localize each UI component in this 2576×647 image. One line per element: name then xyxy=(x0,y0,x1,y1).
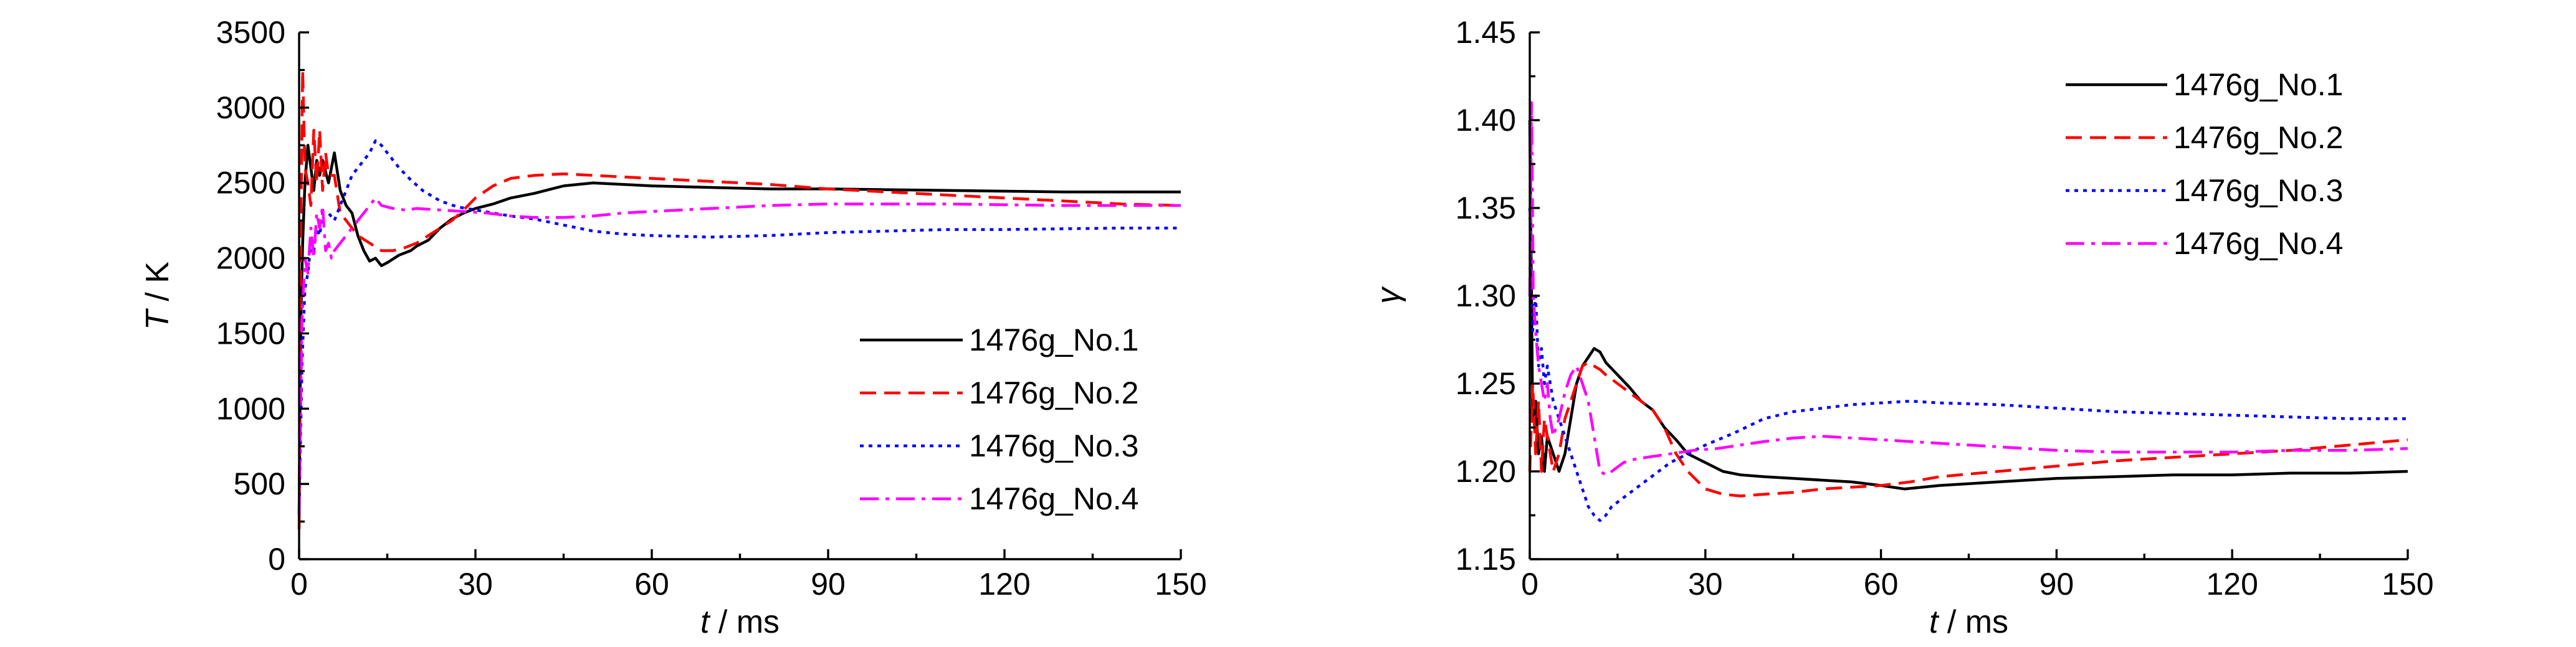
chart-2-x-tick-label: 30 xyxy=(1688,567,1723,602)
chart-2-x-tick-label: 150 xyxy=(2382,567,2433,602)
chart-2-y-tick-label: 1.35 xyxy=(1456,191,1516,225)
chart-1-x-tick-label: 150 xyxy=(1155,567,1206,602)
chart-1-y-axis-unit: / K xyxy=(140,262,176,310)
chart-2-y-tick-label: 1.20 xyxy=(1456,454,1516,489)
chart-2-y-tick-label: 1.25 xyxy=(1456,366,1516,401)
chart-2-legend-label-3: 1476g_No.3 xyxy=(2173,173,2343,208)
chart-1-legend-label-3: 1476g_No.3 xyxy=(969,428,1138,463)
chart-1-x-tick-label: 30 xyxy=(458,567,493,602)
chart-1-x-axis-unit: / ms xyxy=(709,604,780,640)
chart-2-y-tick-label: 1.30 xyxy=(1456,278,1516,313)
chart-2-y-tick-label: 1.15 xyxy=(1456,542,1516,577)
chart-1-legend-label-4: 1476g_No.4 xyxy=(969,481,1138,516)
chart-2-legend-label-1: 1476g_No.1 xyxy=(2173,67,2343,102)
chart-2-x-tick-label: 60 xyxy=(1864,567,1899,602)
chart-1-x-tick-label: 60 xyxy=(634,567,669,602)
chart-2-legend-label-2: 1476g_No.2 xyxy=(2173,120,2343,155)
chart-1-y-tick-label: 3000 xyxy=(216,90,285,125)
chart-2-y-tick-label: 1.40 xyxy=(1456,103,1516,138)
chart-2-series-2-line xyxy=(1528,361,2408,498)
chart-1-x-tick-label: 120 xyxy=(978,567,1030,602)
chart-1-y-tick-label: 500 xyxy=(234,466,285,501)
chart-1-legend-label-2: 1476g_No.2 xyxy=(969,375,1138,410)
chart-2-legend-label-4: 1476g_No.4 xyxy=(2173,226,2343,261)
chart-1-y-tick-label: 3500 xyxy=(216,15,285,50)
chart-1-y-tick-label: 2000 xyxy=(216,241,285,276)
chart-2-x-tick-label: 0 xyxy=(1521,567,1538,602)
chart-2-x-axis-unit: / ms xyxy=(1938,604,2008,640)
chart-2-y-axis-label: γ xyxy=(1370,286,1406,304)
chart-1-y-axis-variable: T xyxy=(140,308,176,330)
chart-1-y-tick-label: 0 xyxy=(268,542,285,577)
chart-2-y-tick-label: 1.45 xyxy=(1456,15,1516,50)
chart-2-x-tick-label: 120 xyxy=(2206,567,2258,602)
chart-2-x-axis-label: t / ms xyxy=(1929,604,2008,640)
chart-1-y-axis-label: T / K xyxy=(140,262,176,330)
chart-2-series-3-line xyxy=(1528,207,2408,522)
chart-2-x-tick-label: 90 xyxy=(2039,567,2074,602)
chart-1-x-tick-label: 90 xyxy=(811,567,846,602)
chart-2-x-axis-variable: t xyxy=(1929,604,1940,640)
chart-1-series-2-line xyxy=(297,68,1181,529)
chart-1-y-tick-label: 2500 xyxy=(216,166,285,201)
chart-1-series-4-line xyxy=(297,196,1181,514)
chart-1-y-tick-label: 1500 xyxy=(216,316,285,351)
chart-2-series-4-line xyxy=(1528,101,2408,476)
chart-1-x-tick-label: 0 xyxy=(290,567,308,602)
chart-1-x-axis-label: t / ms xyxy=(700,604,780,640)
chart-1-x-axis-variable: t xyxy=(700,604,711,640)
chart-1-legend-label-1: 1476g_No.1 xyxy=(969,323,1138,357)
chart-1-y-tick-label: 1000 xyxy=(216,391,285,426)
chart-2-y-axis-variable: γ xyxy=(1370,286,1406,304)
